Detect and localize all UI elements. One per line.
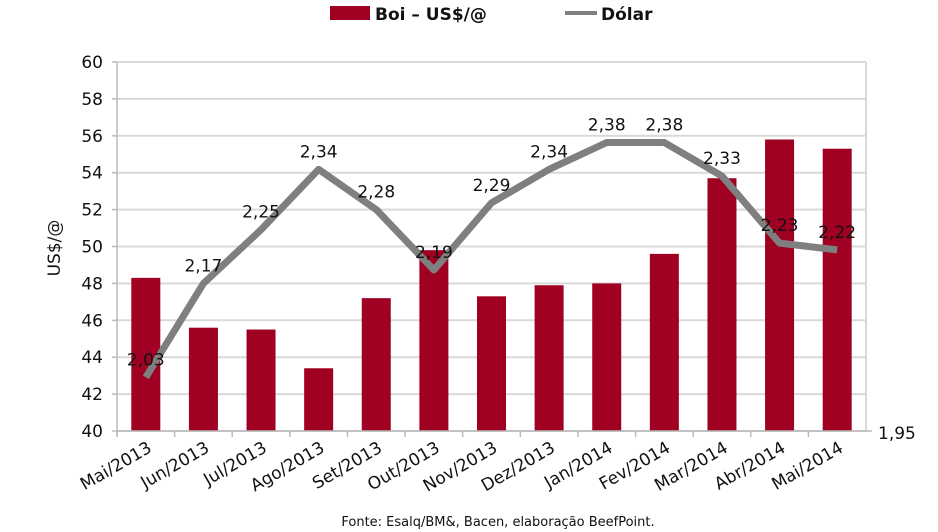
data-label: 2,25 [242,203,280,223]
legend-swatch-boi [330,6,370,20]
bar [131,277,161,431]
bar [188,327,218,431]
data-label: 2,29 [473,176,511,196]
data-label: 2,34 [530,142,568,162]
dolar-line [142,139,838,380]
y-tick-label: 48 [81,274,103,294]
data-label: 2,23 [761,216,799,236]
data-label: 2,22 [818,223,856,243]
legend-label-dolar: Dólar [601,5,653,25]
data-label: 2,19 [415,243,453,263]
bar [649,253,679,431]
legend-label-boi: Boi – US$/@ [375,5,487,25]
bar [534,285,564,431]
y-tick-label: 40 [81,422,103,442]
bar [822,148,852,431]
y-tick-label: 46 [81,311,103,331]
data-label: 2,38 [645,116,683,136]
data-label: 2,34 [300,142,338,162]
bar [246,329,276,431]
y-tick-label: 52 [81,201,103,221]
legend: Boi – US$/@ Dólar [330,5,653,25]
bars [131,139,852,432]
y2-tick-label: 1,95 [878,424,916,444]
data-label: 2,17 [184,256,222,276]
y-tick-label: 50 [81,238,103,258]
y-tick-label: 54 [81,164,103,184]
source-note: Fonte: Esalq/BM&, Bacen, elaboração Beef… [341,515,654,530]
data-label: 2,38 [588,116,626,136]
y-tick-label: 42 [81,385,103,405]
bar [707,178,737,431]
bar [304,368,334,431]
y-tick-label: 56 [81,127,103,147]
bar [477,296,506,431]
y-tick-label: 60 [81,53,103,73]
y-tick-label: 58 [81,90,103,110]
data-label: 2,03 [127,350,165,370]
bar [419,250,449,431]
y-tick-label: 44 [81,348,103,368]
bar [765,139,795,432]
data-label: 2,33 [703,149,741,169]
bar [361,298,391,431]
data-labels: 2,03 2,17 2,25 2,34 2,28 2,19 2,29 2,34 2,38 2,38… [127,116,856,371]
bar [592,283,622,431]
y-axis-label: US$/@ [45,220,65,277]
data-label: 2,28 [357,183,395,203]
